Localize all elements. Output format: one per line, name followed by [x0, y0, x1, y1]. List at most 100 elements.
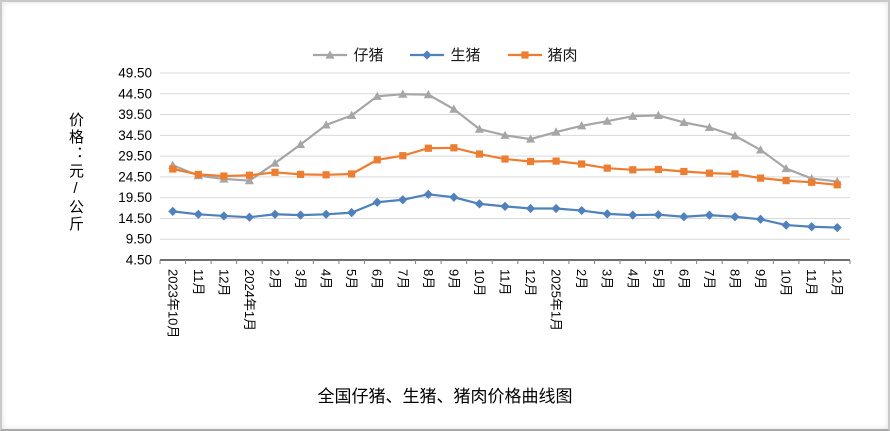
series-marker-hog: [525, 203, 536, 214]
x-category-label: 7月: [702, 269, 717, 289]
series-marker-pork: [578, 160, 586, 168]
x-category-label: 8月: [728, 269, 743, 289]
series-marker-pork: [348, 170, 356, 178]
series-marker-piglet: [398, 89, 408, 98]
series-marker-hog: [347, 208, 357, 218]
series-marker-hog: [551, 203, 561, 214]
x-category-label: 2月: [574, 269, 589, 289]
y-tick-label: 24.50: [118, 169, 152, 184]
series-marker-piglet: [679, 117, 689, 127]
series-marker-piglet: [602, 116, 612, 125]
series-marker-piglet: [653, 110, 663, 119]
series-marker-pork: [756, 174, 765, 182]
series-marker-pork: [629, 166, 637, 174]
legend-item-hog: 生猪: [409, 44, 481, 65]
series-marker-pork: [271, 168, 279, 176]
series-marker-hog: [219, 211, 229, 221]
chart-title: 全国仔猪、生猪、猪肉价格曲线图: [317, 387, 573, 406]
legend: 仔猪 生猪 猪肉: [2, 44, 888, 65]
series-marker-hog: [474, 199, 485, 209]
series-marker-pork: [322, 171, 330, 179]
series-marker-hog: [168, 206, 178, 216]
series-marker-hog: [500, 201, 510, 211]
series-marker-hog: [628, 210, 638, 220]
series-marker-pork: [245, 171, 254, 179]
series-marker-piglet: [321, 120, 331, 129]
series-marker-pork: [603, 164, 611, 172]
series-marker-hog: [755, 214, 766, 224]
legend-marker-piglet: [325, 49, 336, 59]
x-category-label: 2024年1月: [242, 269, 257, 331]
x-category-label: 3月: [293, 269, 308, 289]
series-marker-pork: [731, 170, 739, 178]
series-marker-pork: [526, 157, 535, 166]
x-category-label: 5月: [344, 269, 359, 289]
y-tick-label: 49.50: [118, 66, 152, 81]
x-category-label: 10月: [472, 269, 487, 296]
series-marker-piglet: [347, 110, 357, 119]
y-tick-label: 4.50: [126, 253, 152, 268]
series-marker-hog: [577, 205, 587, 216]
x-category-label: 9月: [753, 269, 768, 289]
x-category-label: 11月: [804, 269, 819, 296]
series-marker-hog: [423, 189, 433, 199]
series-marker-piglet: [577, 121, 587, 130]
series-marker-pork: [705, 169, 714, 177]
y-tick-label: 44.50: [118, 86, 152, 101]
x-category-label: 11月: [191, 269, 206, 296]
legend-item-pork: 猪肉: [507, 44, 578, 65]
price-chart: 4.50 9.50 14.50 19.50 24.50 29.50 34.50 39.50 44…: [118, 66, 851, 338]
series-marker-pork: [654, 165, 662, 174]
series-marker-hog: [832, 222, 842, 233]
series-marker-pork: [782, 177, 790, 185]
x-category-label: 12月: [830, 269, 845, 296]
x-category-label: 6月: [370, 269, 385, 289]
series-marker-piglet: [704, 122, 715, 132]
series-marker-hog: [781, 220, 791, 230]
x-category-label: 4月: [319, 269, 334, 289]
series-marker-pork: [220, 172, 228, 180]
series-marker-piglet: [755, 145, 766, 154]
x-category-label: 8月: [421, 269, 436, 289]
series-marker-hog: [807, 222, 817, 232]
y-tick-label: 39.50: [118, 107, 152, 122]
series-marker-piglet: [270, 158, 280, 167]
y-tick-label: 9.50: [126, 232, 152, 247]
legend-label-piglet: 仔猪: [353, 47, 384, 64]
x-category-label: 7月: [395, 269, 410, 289]
series-marker-piglet: [423, 90, 433, 99]
series-marker-hog: [730, 212, 740, 222]
series-marker-piglet: [628, 111, 638, 120]
series-marker-pork: [552, 157, 560, 165]
pork-line-marker-icon: [507, 50, 542, 59]
series-marker-pork: [424, 144, 432, 152]
legend-label-hog: 生猪: [450, 47, 481, 64]
x-category-label: 2025年1月: [549, 269, 564, 331]
hog-line-marker-icon: [410, 49, 445, 60]
series-marker-hog: [653, 210, 663, 220]
y-tick-label: 34.50: [118, 128, 152, 143]
series-marker-pork: [373, 156, 381, 164]
series-marker-hog: [321, 209, 331, 219]
series-marker-pork: [399, 152, 407, 160]
series-marker-piglet: [244, 176, 255, 185]
series-marker-hog: [602, 209, 612, 219]
series-marker-piglet: [551, 127, 561, 136]
piglet-line-marker-icon: [313, 49, 348, 59]
series-marker-piglet: [500, 130, 510, 139]
series-marker-pork: [296, 170, 305, 178]
x-category-label: 12月: [523, 269, 538, 296]
series-marker-pork: [808, 178, 816, 186]
x-category-label: 6月: [676, 269, 691, 289]
x-category-label: 9月: [446, 269, 461, 289]
x-category-label: 5月: [651, 269, 666, 289]
series-marker-pork: [450, 144, 458, 152]
series-marker-hog: [193, 209, 203, 219]
series-marker-hog: [372, 197, 382, 207]
series-marker-piglet: [295, 139, 306, 149]
series-marker-hog: [244, 212, 255, 222]
series-marker-hog: [270, 209, 280, 219]
legend-item-piglet: 仔猪: [312, 44, 383, 65]
series-marker-piglet: [449, 104, 459, 113]
